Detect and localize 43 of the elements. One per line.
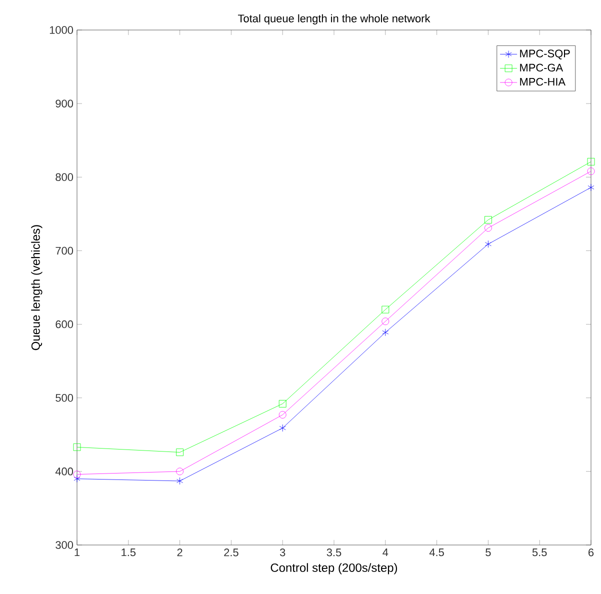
point [176, 468, 184, 476]
point [279, 424, 286, 432]
y-tick-label: 800 [56, 173, 74, 182]
y-tick-label: 900 [56, 100, 74, 108]
x-axis-title: Control step (200s/step) [270, 563, 398, 574]
x-tick-label: 1 [74, 548, 80, 556]
x-tick-label: 4.5 [429, 548, 444, 556]
legend-label: MPC-SQP [520, 50, 570, 60]
point [73, 443, 81, 451]
x-tick-label: 1.5 [122, 548, 136, 556]
point [588, 184, 594, 192]
point [484, 240, 492, 248]
point [587, 168, 595, 175]
point [278, 411, 286, 418]
point [74, 475, 80, 482]
y-axis-title: Queue length (vehicles) [31, 225, 42, 350]
x-tick-label: 3.5 [326, 548, 342, 556]
y-tick-label: 600 [56, 320, 74, 328]
x-tick-label: 2 [177, 548, 182, 556]
x-tick-label: 4 [382, 548, 388, 556]
point [176, 448, 184, 456]
y-tick-label: 500 [56, 394, 74, 402]
point [484, 216, 492, 224]
y-tick-label: 300 [56, 541, 74, 549]
y-tick-label: 700 [56, 246, 74, 255]
point [484, 224, 492, 232]
legend-label: MPC-GA [520, 64, 564, 72]
x-tick-label: 5 [486, 548, 491, 556]
point [176, 477, 184, 485]
point [382, 306, 390, 314]
legend-label: MPC-HIA [520, 78, 566, 86]
chart-title: Total queue length in the whole network [238, 14, 430, 24]
x-tick-label: 3 [280, 548, 286, 556]
point [382, 318, 390, 326]
x-tick-label: 6 [588, 548, 594, 556]
point [587, 158, 595, 166]
point [382, 328, 389, 336]
point [278, 400, 286, 408]
y-tick-label: 400 [55, 468, 74, 476]
x-tick-label: 5.5 [532, 548, 547, 556]
y-tick-label: 1000 [50, 26, 74, 34]
x-tick-label: 2.5 [224, 548, 238, 556]
point [73, 470, 81, 478]
